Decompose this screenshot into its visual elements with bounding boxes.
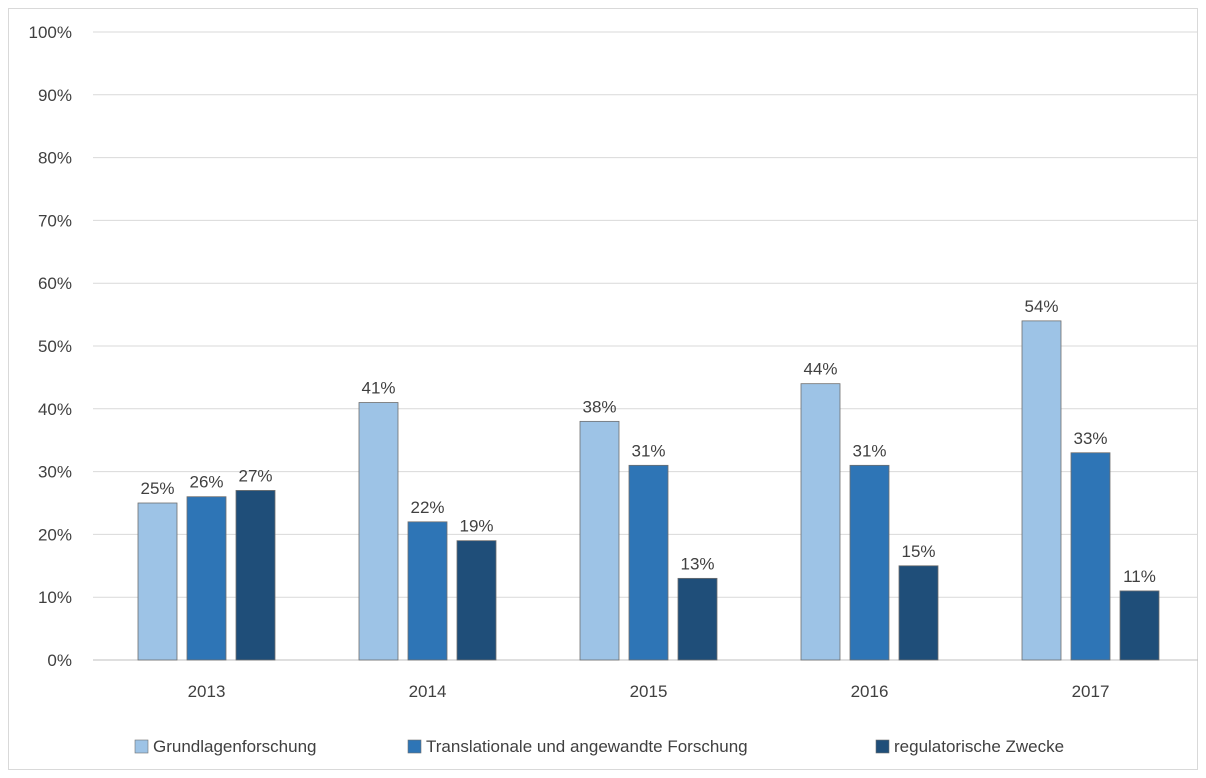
bar xyxy=(1119,590,1160,661)
data-label: 54% xyxy=(1024,297,1058,316)
bar xyxy=(358,402,399,661)
y-tick-label: 50% xyxy=(38,337,72,356)
legend-label: Translationale und angewandte Forschung xyxy=(426,737,748,756)
x-tick-label: 2014 xyxy=(409,682,447,701)
data-label: 38% xyxy=(582,397,616,416)
legend-label: regulatorische Zwecke xyxy=(894,737,1064,756)
y-tick-label: 40% xyxy=(38,400,72,419)
data-label: 27% xyxy=(238,466,272,485)
y-tick-label: 100% xyxy=(29,23,72,42)
x-tick-label: 2017 xyxy=(1072,682,1110,701)
legend-swatch xyxy=(134,739,149,754)
bar xyxy=(800,383,841,661)
data-label: 25% xyxy=(140,479,174,498)
bar xyxy=(186,496,227,661)
bar xyxy=(456,540,497,661)
data-label: 26% xyxy=(189,473,223,492)
bar xyxy=(849,464,890,661)
data-label: 31% xyxy=(631,441,665,460)
y-tick-label: 90% xyxy=(38,86,72,105)
data-label: 44% xyxy=(803,360,837,379)
bar xyxy=(579,420,620,661)
bar xyxy=(407,521,448,661)
data-label: 11% xyxy=(1123,567,1156,586)
bar xyxy=(1021,320,1062,661)
y-tick-label: 80% xyxy=(38,149,72,168)
y-tick-label: 30% xyxy=(38,463,72,482)
data-label: 41% xyxy=(361,379,395,398)
legend-label: Grundlagenforschung xyxy=(153,737,317,756)
bar xyxy=(628,464,669,661)
legend-swatch xyxy=(407,739,422,754)
bar xyxy=(898,565,939,661)
data-label: 31% xyxy=(852,441,886,460)
data-label: 22% xyxy=(410,498,444,517)
data-label: 33% xyxy=(1073,429,1107,448)
legend-swatch xyxy=(875,739,890,754)
y-tick-label: 0% xyxy=(47,651,72,670)
y-tick-label: 10% xyxy=(38,588,72,607)
y-tick-label: 60% xyxy=(38,274,72,293)
x-tick-label: 2013 xyxy=(188,682,226,701)
data-label: 13% xyxy=(680,554,714,573)
y-tick-label: 20% xyxy=(38,525,72,544)
x-tick-label: 2016 xyxy=(851,682,889,701)
bar xyxy=(235,490,276,661)
data-label: 15% xyxy=(901,542,935,561)
bar xyxy=(677,577,718,661)
y-tick-label: 70% xyxy=(38,211,72,230)
bar xyxy=(1070,452,1111,661)
data-label: 19% xyxy=(459,517,493,536)
bar xyxy=(137,502,178,661)
x-tick-label: 2015 xyxy=(630,682,668,701)
